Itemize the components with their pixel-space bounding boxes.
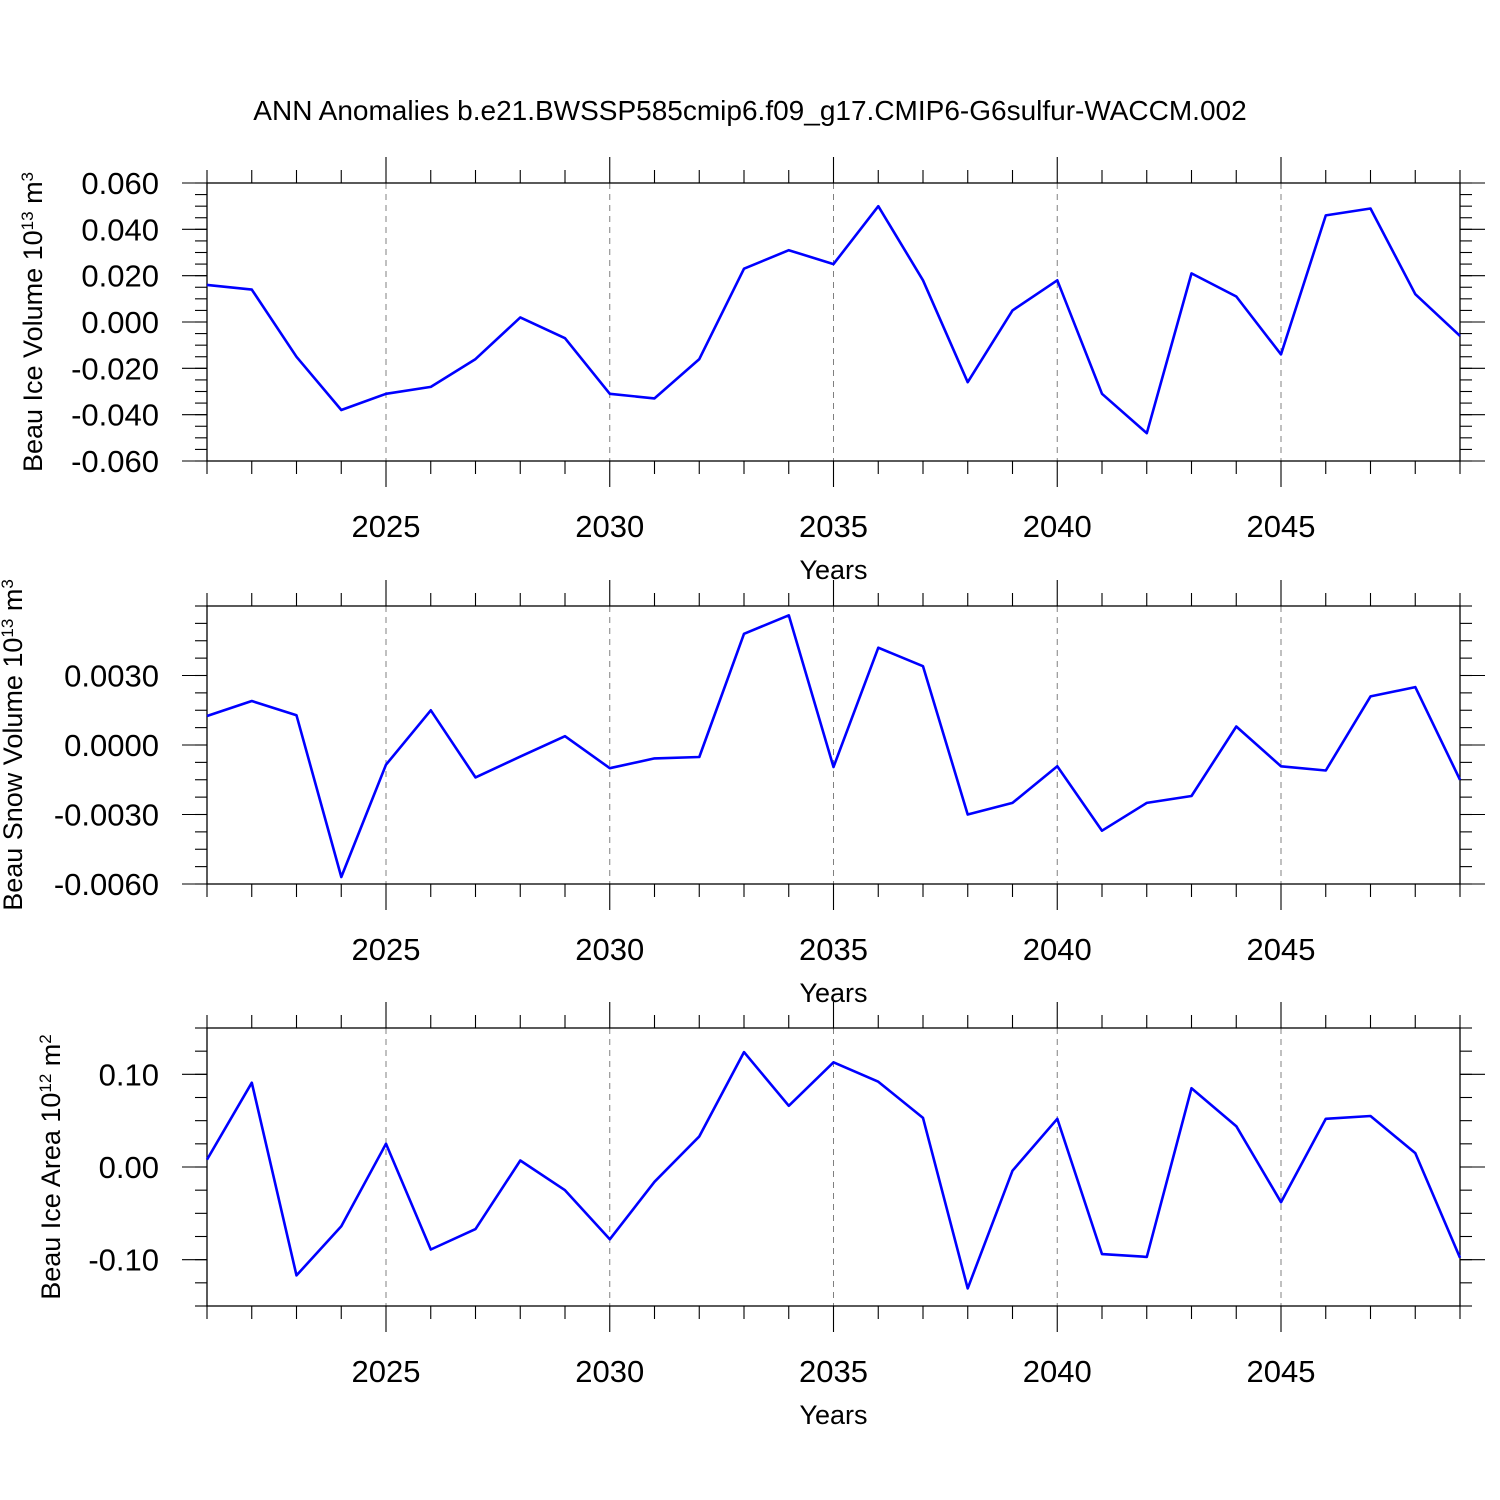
x-tick-label: 2045 xyxy=(1247,1354,1316,1389)
y-tick-label: 0.060 xyxy=(81,166,159,201)
y-tick-label: 0.0000 xyxy=(64,728,159,763)
chart-title: ANN Anomalies b.e21.BWSSP585cmip6.f09_g1… xyxy=(253,95,1246,126)
panel-3: -0.10 0.00 0.10 2025 2030 2035 2040 2045 Years Be… xyxy=(36,1002,1485,1430)
x-tick-label: 2025 xyxy=(352,1354,421,1389)
y-tick-label: 0.020 xyxy=(81,259,159,294)
x-tick-label: 2045 xyxy=(1247,932,1316,967)
x-tick-label: 2040 xyxy=(1023,1354,1092,1389)
panels: -0.060 -0.040 -0.020 0.000 0.020 0.040 0.060 20… xyxy=(0,157,1485,1430)
y-tick-label: 0.000 xyxy=(81,305,159,340)
x-tick-label: 2035 xyxy=(799,1354,868,1389)
panel-1: -0.060 -0.040 -0.020 0.000 0.020 0.040 0.060 20… xyxy=(18,157,1485,585)
y-axis-title: Beau Snow Volume 1013 m3 xyxy=(0,579,28,911)
x-tick-label: 2035 xyxy=(799,509,868,544)
x-tick-label: 2040 xyxy=(1023,932,1092,967)
series-line-1 xyxy=(206,204,1461,435)
y-tick-label: 0.040 xyxy=(81,212,159,247)
y-tick-label: 0.10 xyxy=(99,1057,159,1092)
x-tick-label: 2030 xyxy=(575,1354,644,1389)
y-tick-label: 0.00 xyxy=(99,1150,159,1185)
y-tick-label: -0.020 xyxy=(71,351,159,386)
y-tick-label: -0.10 xyxy=(88,1243,159,1278)
y-tick-label: -0.0030 xyxy=(54,798,159,833)
x-tick-label: 2025 xyxy=(352,509,421,544)
x-tick-label: 2030 xyxy=(575,932,644,967)
y-axis-title: Beau Ice Area 1012 m2 xyxy=(36,1034,67,1300)
x-axis-title: Years xyxy=(799,1400,867,1430)
x-tick-label: 2040 xyxy=(1023,509,1092,544)
series-line-1 xyxy=(206,613,1462,879)
series-line-1 xyxy=(205,1050,1462,1290)
x-tick-label: 2045 xyxy=(1247,509,1316,544)
y-tick-label: 0.0030 xyxy=(64,659,159,694)
y-tick-label: -0.0060 xyxy=(54,867,159,902)
y-tick-label: -0.040 xyxy=(71,398,159,433)
x-tick-label: 2035 xyxy=(799,932,868,967)
panel-2: -0.0060 -0.0030 0.0000 0.0030 2025 2030 2035 20… xyxy=(0,579,1485,1008)
x-tick-label: 2025 xyxy=(352,932,421,967)
y-axis-title: Beau Ice Volume 1013 m3 xyxy=(18,172,49,472)
x-tick-label: 2030 xyxy=(575,509,644,544)
y-tick-label: -0.060 xyxy=(71,444,159,479)
